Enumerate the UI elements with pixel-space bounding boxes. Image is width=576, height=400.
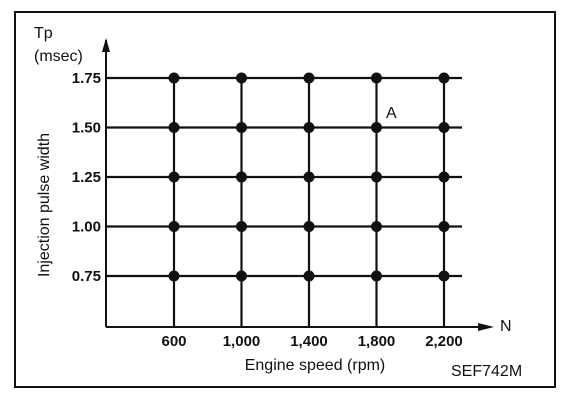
x-tick-label: 1,000 — [223, 333, 261, 350]
data-point-2,200-0.75 — [438, 270, 450, 282]
data-point-2,200-1.75 — [438, 72, 450, 84]
y-tick-label: 1.50 — [72, 120, 101, 137]
data-point-1,800-1.00 — [371, 221, 382, 232]
x-axis-arrow — [478, 323, 494, 331]
data-point-2,200-1.25 — [438, 171, 450, 183]
data-point-1,400-1.00 — [303, 221, 315, 232]
data-point-1,000-1.50 — [236, 122, 247, 133]
x-tick-label: 600 — [161, 333, 186, 350]
y-axis-unit: (msec) — [34, 48, 83, 65]
data-point-1,000-1.75 — [236, 72, 247, 84]
data-point-600-1.25 — [168, 171, 180, 183]
x-tick-label: 2,200 — [425, 333, 463, 350]
data-point-1,000-1.25 — [236, 171, 247, 183]
data-point-1,400-1.75 — [303, 72, 315, 84]
data-point-1,400-1.25 — [303, 171, 315, 183]
data-point-600-1.75 — [168, 72, 180, 84]
data-point-1,400-0.75 — [303, 270, 315, 282]
data-point-1,800-1.75 — [371, 72, 382, 84]
data-point-2,200-1.50 — [438, 122, 450, 133]
x-axis-label: Engine speed (rpm) — [245, 357, 386, 374]
y-axis-label: Injection pulse width — [36, 133, 53, 277]
data-point-1,800-0.75 — [371, 270, 382, 282]
x-axis-symbol: N — [500, 318, 512, 335]
data-point-600-1.50 — [168, 122, 180, 133]
x-tick-label: 1,400 — [290, 333, 328, 350]
figure-code: SEF742M — [451, 363, 522, 380]
annotation-label: A — [386, 105, 397, 122]
x-tick-label: 1,800 — [358, 333, 396, 350]
y-tick-label: 1.25 — [72, 169, 101, 186]
data-point-1,400-1.50 — [303, 122, 315, 133]
data-point-1,800-1.25 — [371, 171, 382, 183]
data-point-1,000-0.75 — [236, 270, 247, 282]
y-tick-label: 0.75 — [72, 268, 101, 285]
data-point-1,000-1.00 — [236, 221, 247, 232]
y-tick-label: 1.00 — [72, 219, 101, 236]
y-axis-arrow — [102, 38, 110, 52]
data-point-600-0.75 — [168, 270, 180, 282]
figure-frame — [14, 11, 556, 388]
data-point-600-1.00 — [168, 221, 180, 232]
data-point-1,800-1.50 — [371, 122, 382, 133]
y-tick-label: 1.75 — [72, 70, 101, 87]
y-axis-symbol: Tp — [34, 25, 53, 42]
data-point-2,200-1.00 — [438, 221, 450, 232]
